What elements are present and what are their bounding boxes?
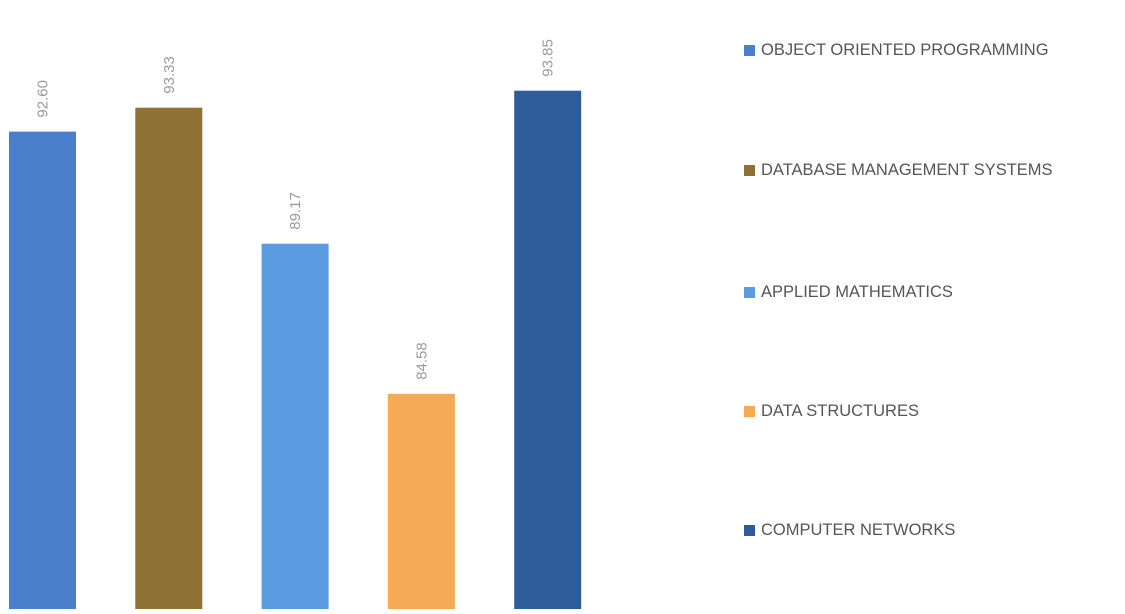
bar-chart: 92.60 93.33 89.17 84.58 93.85 <box>9 39 582 609</box>
legend-swatch-icon <box>744 286 755 298</box>
legend-label: OBJECT ORIENTED PROGRAMMING <box>761 40 1049 59</box>
legend-label: APPLIED MATHEMATICS <box>761 282 953 301</box>
data-label-computer-networks: 93.85 <box>540 39 557 77</box>
legend-item-data-structures: DATA STRUCTURES <box>744 399 919 423</box>
legend-swatch-icon <box>744 524 755 536</box>
bar-computer-networks <box>514 90 582 609</box>
bar-object-oriented-programming <box>9 131 76 609</box>
data-label-applied-mathematics: 89.17 <box>287 192 304 230</box>
bars-group <box>9 90 582 609</box>
bar-data-structures <box>387 393 455 609</box>
legend-label: DATABASE MANAGEMENT SYSTEMS <box>761 160 1053 179</box>
bar-database-management-systems <box>135 107 203 609</box>
legend-label: DATA STRUCTURES <box>761 401 919 420</box>
legend-swatch-icon <box>744 164 755 176</box>
legend-swatch-icon <box>744 44 755 56</box>
data-labels-group: 92.60 93.33 89.17 84.58 93.85 <box>35 39 557 380</box>
legend-swatch-icon <box>744 405 755 417</box>
legend-item-computer-networks: COMPUTER NETWORKS <box>744 518 955 542</box>
data-label-object-oriented-programming: 92.60 <box>35 80 52 118</box>
legend-item-database-management-systems: DATABASE MANAGEMENT SYSTEMS <box>744 158 1053 182</box>
legend-label: COMPUTER NETWORKS <box>761 520 956 539</box>
bar-applied-mathematics <box>261 243 329 609</box>
data-label-database-management-systems: 93.33 <box>161 56 178 94</box>
legend-item-applied-mathematics: APPLIED MATHEMATICS <box>744 280 953 304</box>
legend-item-object-oriented-programming: OBJECT ORIENTED PROGRAMMING <box>744 38 1049 62</box>
data-label-data-structures: 84.58 <box>413 342 430 380</box>
